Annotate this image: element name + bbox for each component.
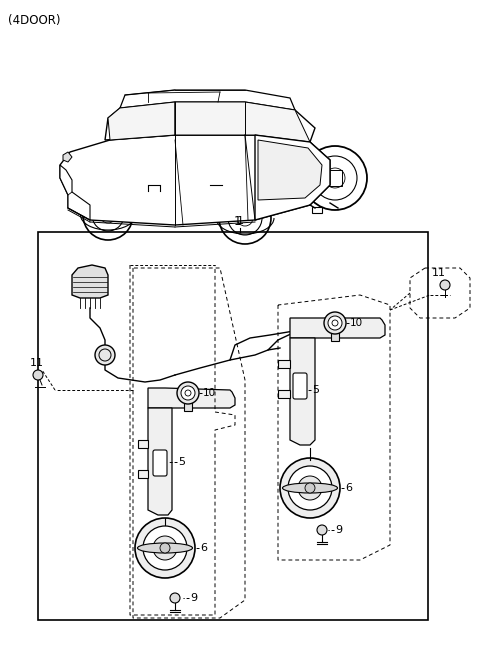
Bar bbox=[38, 232, 428, 620]
Polygon shape bbox=[148, 408, 172, 515]
Circle shape bbox=[170, 593, 180, 603]
Text: 9: 9 bbox=[190, 593, 197, 603]
Polygon shape bbox=[120, 90, 295, 110]
Circle shape bbox=[153, 536, 177, 560]
Polygon shape bbox=[105, 102, 315, 142]
Circle shape bbox=[33, 370, 43, 380]
Polygon shape bbox=[138, 470, 148, 478]
Text: 1: 1 bbox=[233, 215, 241, 228]
FancyBboxPatch shape bbox=[153, 450, 167, 476]
Text: 11: 11 bbox=[432, 268, 446, 278]
Text: 10: 10 bbox=[203, 388, 216, 398]
Text: 6: 6 bbox=[200, 543, 207, 553]
Polygon shape bbox=[175, 102, 310, 142]
Circle shape bbox=[328, 316, 342, 330]
Ellipse shape bbox=[283, 483, 337, 493]
Circle shape bbox=[160, 543, 170, 553]
Text: 10: 10 bbox=[350, 318, 363, 328]
Circle shape bbox=[177, 382, 199, 404]
Bar bbox=[331, 323, 339, 341]
Circle shape bbox=[440, 280, 450, 290]
Circle shape bbox=[143, 526, 187, 570]
Polygon shape bbox=[63, 152, 72, 162]
Polygon shape bbox=[278, 360, 290, 368]
Circle shape bbox=[298, 476, 322, 500]
Polygon shape bbox=[290, 318, 385, 338]
Circle shape bbox=[135, 518, 195, 578]
Polygon shape bbox=[255, 135, 330, 220]
Text: 9: 9 bbox=[335, 525, 342, 535]
Bar bbox=[328, 170, 342, 186]
Circle shape bbox=[317, 525, 327, 535]
Circle shape bbox=[280, 458, 340, 518]
Polygon shape bbox=[258, 140, 322, 200]
Polygon shape bbox=[108, 102, 175, 140]
Polygon shape bbox=[72, 265, 108, 298]
Polygon shape bbox=[278, 390, 290, 398]
Circle shape bbox=[95, 345, 115, 365]
Polygon shape bbox=[138, 440, 148, 448]
Polygon shape bbox=[148, 388, 235, 408]
Text: 11: 11 bbox=[30, 358, 44, 368]
Polygon shape bbox=[60, 165, 90, 220]
Text: 5: 5 bbox=[178, 457, 185, 467]
Polygon shape bbox=[290, 338, 315, 445]
Text: 5: 5 bbox=[312, 385, 319, 395]
Text: (4DOOR): (4DOOR) bbox=[8, 14, 60, 27]
Bar bbox=[312, 207, 322, 213]
Circle shape bbox=[305, 483, 315, 493]
Ellipse shape bbox=[137, 543, 192, 553]
Circle shape bbox=[181, 386, 195, 400]
Circle shape bbox=[288, 466, 332, 510]
Polygon shape bbox=[60, 135, 330, 225]
Text: 6: 6 bbox=[345, 483, 352, 493]
FancyBboxPatch shape bbox=[293, 373, 307, 399]
Circle shape bbox=[324, 312, 346, 334]
Bar bbox=[184, 393, 192, 411]
Text: 1: 1 bbox=[237, 216, 243, 226]
